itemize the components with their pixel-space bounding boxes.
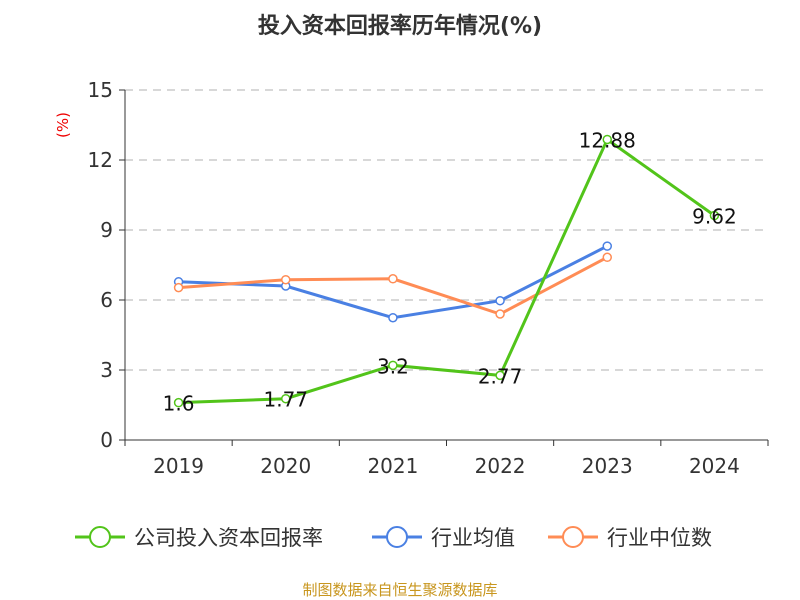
- data-label: 9.62: [692, 205, 737, 229]
- data-point[interactable]: [602, 241, 612, 251]
- data-point[interactable]: [281, 393, 291, 404]
- data-point[interactable]: [709, 210, 720, 221]
- y-tick-label: 6: [100, 288, 113, 312]
- data-point[interactable]: [173, 282, 184, 293]
- x-tick-label: 2023: [582, 454, 633, 478]
- x-tick-label: 2020: [260, 454, 311, 478]
- legend-marker[interactable]: [562, 526, 584, 548]
- data-point[interactable]: [495, 370, 505, 381]
- legend-marker[interactable]: [89, 526, 111, 548]
- data-point[interactable]: [281, 274, 291, 285]
- data-label: 3.2: [377, 354, 409, 378]
- data-point[interactable]: [388, 360, 398, 371]
- data-point[interactable]: [388, 312, 398, 323]
- data-point[interactable]: [173, 397, 184, 408]
- legend-label[interactable]: 行业均值: [431, 526, 515, 550]
- y-tick-label: 0: [100, 428, 113, 452]
- x-tick-label: 2019: [153, 454, 204, 478]
- data-label: 1.6: [163, 392, 195, 416]
- source-footer: 制图数据来自恒生聚源数据库: [302, 581, 497, 599]
- data-label: 1.77: [263, 388, 308, 412]
- legend-label[interactable]: 公司投入资本回报率: [134, 526, 323, 550]
- data-point[interactable]: [495, 309, 505, 319]
- data-point[interactable]: [388, 274, 398, 284]
- x-tick-label: 2022: [475, 454, 526, 478]
- data-point[interactable]: [602, 252, 612, 263]
- y-tick-label: 3: [100, 358, 113, 382]
- chart-title: 投入资本回报率历年情况(%): [258, 13, 542, 39]
- data-label: 12.88: [579, 128, 636, 152]
- legend-marker[interactable]: [386, 526, 408, 548]
- data-label: 2.77: [478, 364, 523, 388]
- y-tick-label: 15: [88, 78, 113, 102]
- y-axis-label: (%): [54, 112, 72, 138]
- data-point[interactable]: [495, 295, 505, 306]
- series-line: [178, 137, 716, 405]
- x-tick-label: 2024: [689, 454, 740, 478]
- y-tick-label: 12: [88, 148, 113, 172]
- legend-label[interactable]: 行业中位数: [607, 526, 712, 550]
- y-tick-label: 9: [100, 218, 113, 242]
- data-point[interactable]: [602, 134, 612, 145]
- x-tick-label: 2021: [367, 454, 418, 478]
